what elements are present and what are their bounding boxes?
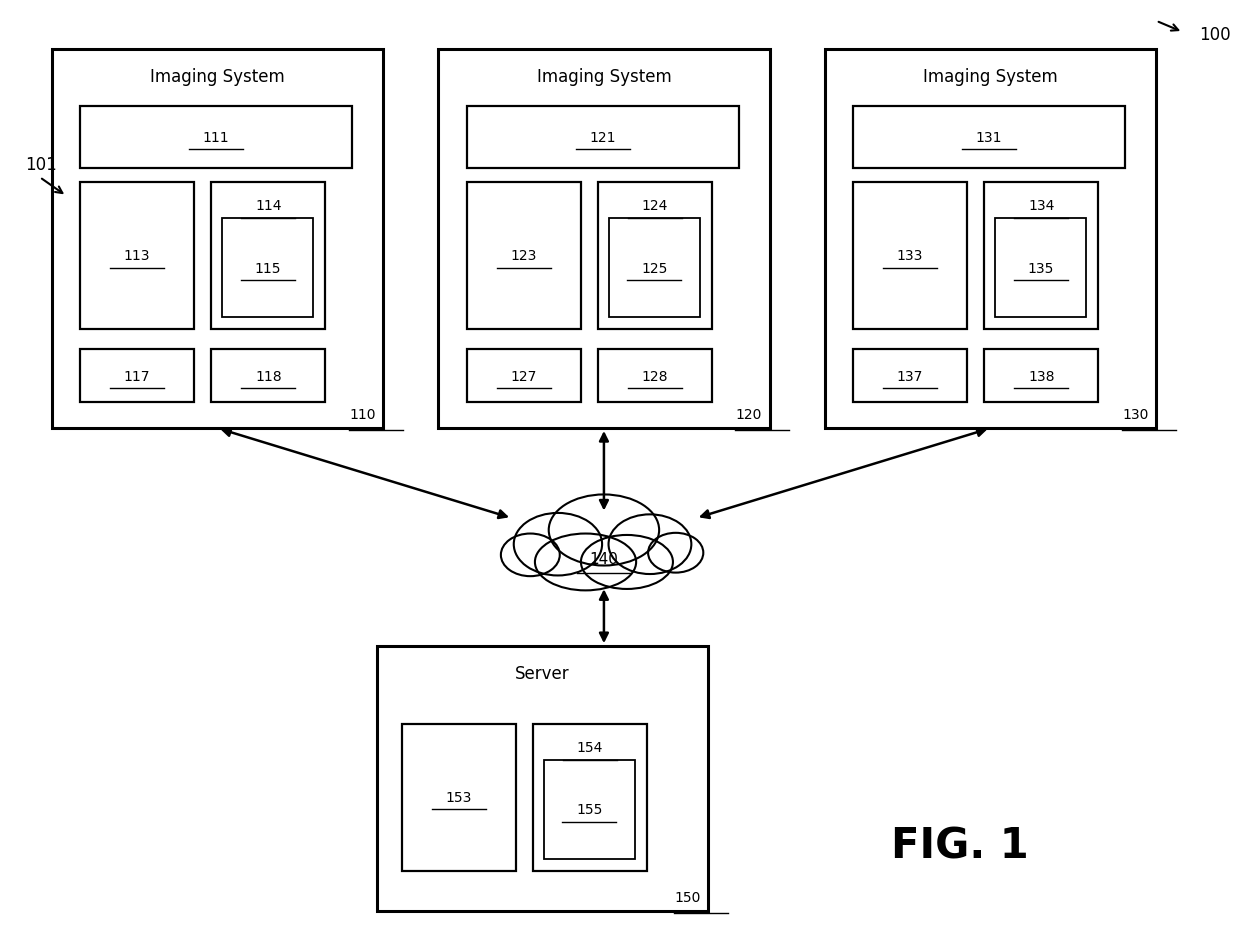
Bar xyxy=(222,219,314,318)
Bar xyxy=(533,724,647,871)
Text: 114: 114 xyxy=(255,199,281,213)
Text: 153: 153 xyxy=(445,790,471,804)
Ellipse shape xyxy=(649,533,703,573)
Ellipse shape xyxy=(580,535,673,589)
Text: 124: 124 xyxy=(641,199,668,213)
Text: 111: 111 xyxy=(203,130,229,145)
Bar xyxy=(81,350,195,402)
Text: 127: 127 xyxy=(511,369,537,383)
Ellipse shape xyxy=(549,495,660,565)
Bar xyxy=(211,183,325,329)
Text: Server: Server xyxy=(516,664,570,682)
Bar xyxy=(985,183,1099,329)
Text: 155: 155 xyxy=(577,803,603,817)
Text: 117: 117 xyxy=(124,369,150,383)
Text: Imaging System: Imaging System xyxy=(150,68,285,86)
Ellipse shape xyxy=(534,534,636,591)
Text: 130: 130 xyxy=(1122,407,1148,421)
Text: 150: 150 xyxy=(675,890,701,903)
Bar xyxy=(609,219,699,318)
Bar xyxy=(81,183,195,329)
Bar xyxy=(598,350,712,402)
Bar xyxy=(438,50,770,428)
Bar xyxy=(466,350,580,402)
Bar xyxy=(853,183,967,329)
Text: 125: 125 xyxy=(641,261,667,275)
Text: 128: 128 xyxy=(641,369,668,383)
Bar xyxy=(81,107,352,169)
Text: 133: 133 xyxy=(897,249,924,263)
Text: 131: 131 xyxy=(976,130,1002,145)
Text: 154: 154 xyxy=(577,741,603,755)
Text: Imaging System: Imaging System xyxy=(537,68,671,86)
Bar xyxy=(825,50,1156,428)
Text: 121: 121 xyxy=(589,130,616,145)
Text: 137: 137 xyxy=(897,369,924,383)
Text: 115: 115 xyxy=(254,261,281,275)
Ellipse shape xyxy=(513,513,603,576)
Bar xyxy=(853,107,1126,169)
Text: 101: 101 xyxy=(25,156,57,174)
Text: 113: 113 xyxy=(124,249,150,263)
Bar xyxy=(466,183,580,329)
Bar xyxy=(598,183,712,329)
Bar xyxy=(544,760,635,860)
Bar xyxy=(211,350,325,402)
Bar xyxy=(377,646,708,911)
Ellipse shape xyxy=(609,515,692,574)
Text: 100: 100 xyxy=(1199,27,1230,45)
Bar xyxy=(52,50,383,428)
Text: Imaging System: Imaging System xyxy=(923,68,1058,86)
Text: FIG. 1: FIG. 1 xyxy=(890,824,1029,866)
Text: 110: 110 xyxy=(350,407,376,421)
Text: 138: 138 xyxy=(1028,369,1054,383)
Text: 135: 135 xyxy=(1028,261,1054,275)
Bar xyxy=(402,724,516,871)
Bar xyxy=(466,107,739,169)
Text: 118: 118 xyxy=(255,369,281,383)
Bar xyxy=(853,350,967,402)
Text: 134: 134 xyxy=(1028,199,1054,213)
Text: 123: 123 xyxy=(511,249,537,263)
Bar xyxy=(996,219,1086,318)
Text: 140: 140 xyxy=(589,551,619,566)
Bar xyxy=(985,350,1099,402)
Text: 120: 120 xyxy=(735,407,763,421)
Ellipse shape xyxy=(501,534,559,577)
